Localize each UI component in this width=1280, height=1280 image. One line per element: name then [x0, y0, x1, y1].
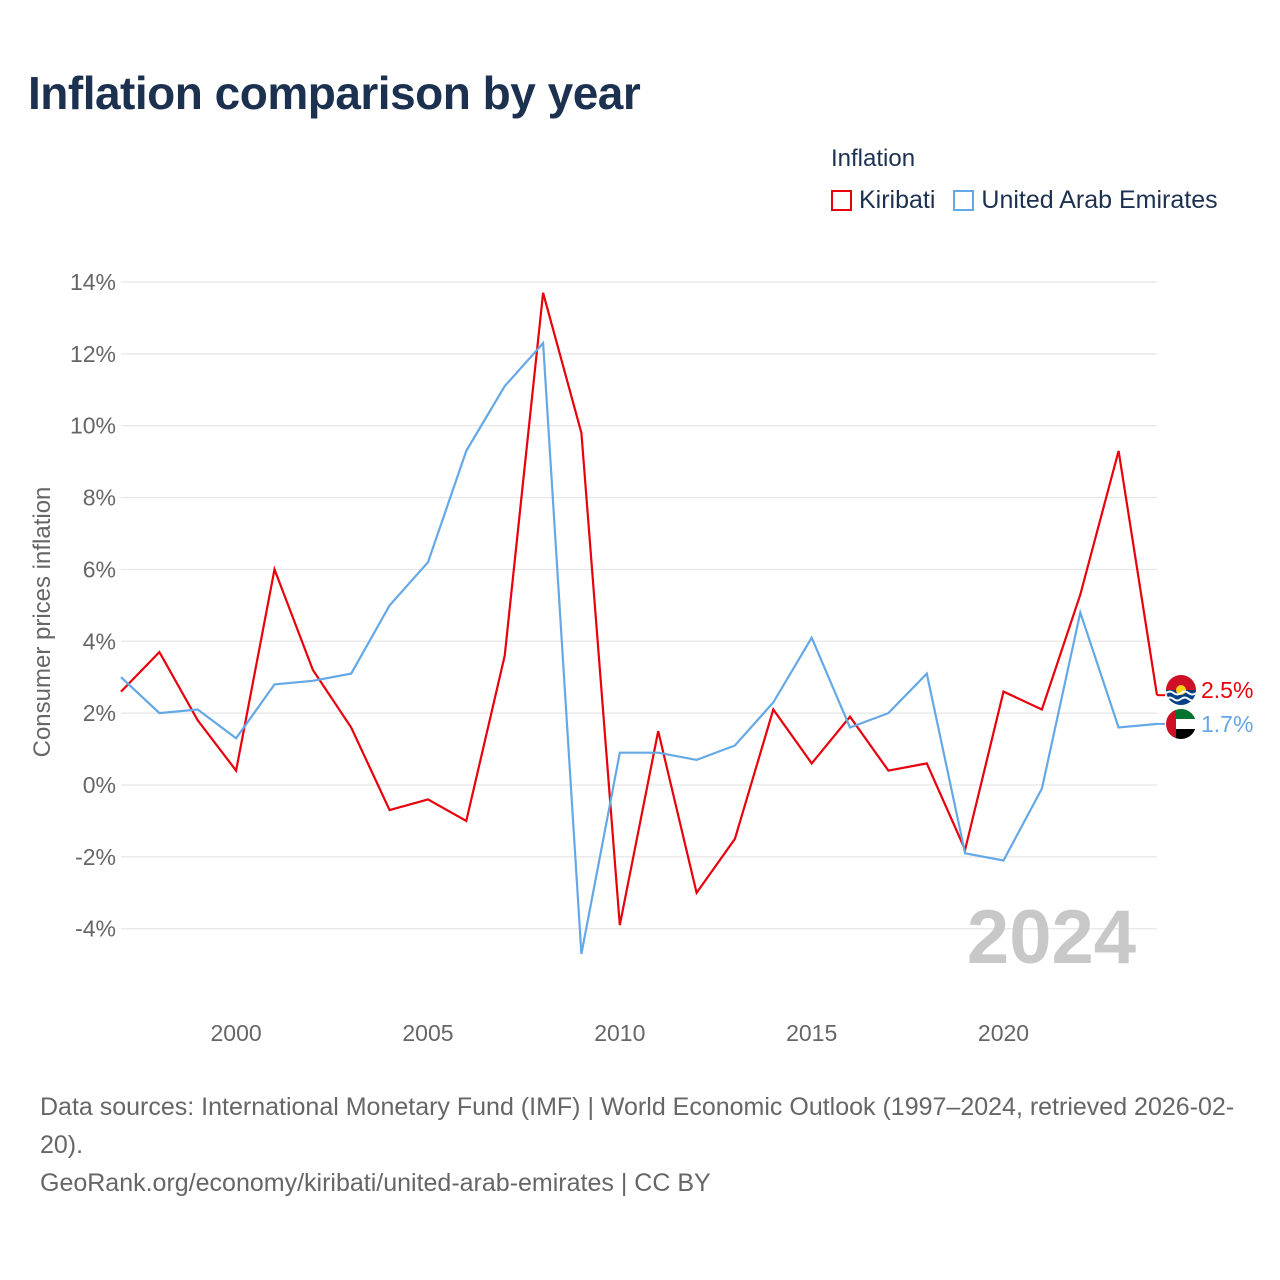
legend: Kiribati United Arab Emirates: [831, 186, 1218, 215]
kiribati-end-label: 2.5%: [1201, 677, 1253, 703]
y-tick-label: 12%: [70, 341, 116, 367]
footer-sources: Data sources: International Monetary Fun…: [40, 1093, 1235, 1159]
x-tick-label: 2015: [786, 1020, 837, 1046]
uae-end-label: 1.7%: [1201, 711, 1253, 737]
y-tick-label: 2%: [83, 700, 116, 726]
x-tick-label: 2010: [594, 1020, 645, 1046]
footer-link[interactable]: GeoRank.org/economy/kiribati/united-arab…: [40, 1169, 711, 1197]
legend-swatch-kiribati: [831, 190, 852, 211]
series-line-kiribati[interactable]: [120, 292, 1159, 926]
legend-item-kiribati[interactable]: Kiribati: [831, 186, 935, 215]
legend-item-uae[interactable]: United Arab Emirates: [953, 186, 1218, 215]
chart-title: Inflation comparison by year: [28, 67, 641, 119]
y-axis-label: Consumer prices inflation: [29, 487, 56, 758]
y-tick-label: 6%: [83, 556, 116, 582]
x-tick-label: 2000: [211, 1020, 262, 1046]
y-tick-label: 0%: [83, 772, 116, 798]
legend-label-kiribati: Kiribati: [859, 186, 936, 214]
series-line-uae[interactable]: [120, 340, 1158, 955]
y-tick-label: -4%: [75, 916, 116, 942]
legend-swatch-uae: [953, 190, 975, 211]
legend-title: Inflation: [831, 145, 916, 172]
kiribati-flag-icon: [1166, 675, 1196, 705]
y-tick-label: 10%: [70, 413, 116, 439]
x-tick-label: 2005: [402, 1020, 453, 1046]
legend-label-uae: United Arab Emirates: [981, 186, 1218, 214]
y-tick-label: 14%: [70, 269, 116, 295]
y-tick-label: -2%: [75, 844, 116, 870]
footer: Data sources: International Monetary Fun…: [40, 1088, 1250, 1202]
uae-flag-icon: [1166, 709, 1196, 739]
y-tick-label: 8%: [83, 485, 116, 511]
y-tick-label: 4%: [83, 628, 116, 654]
x-tick-label: 2020: [978, 1020, 1029, 1046]
watermark-year: 2024: [967, 895, 1136, 980]
